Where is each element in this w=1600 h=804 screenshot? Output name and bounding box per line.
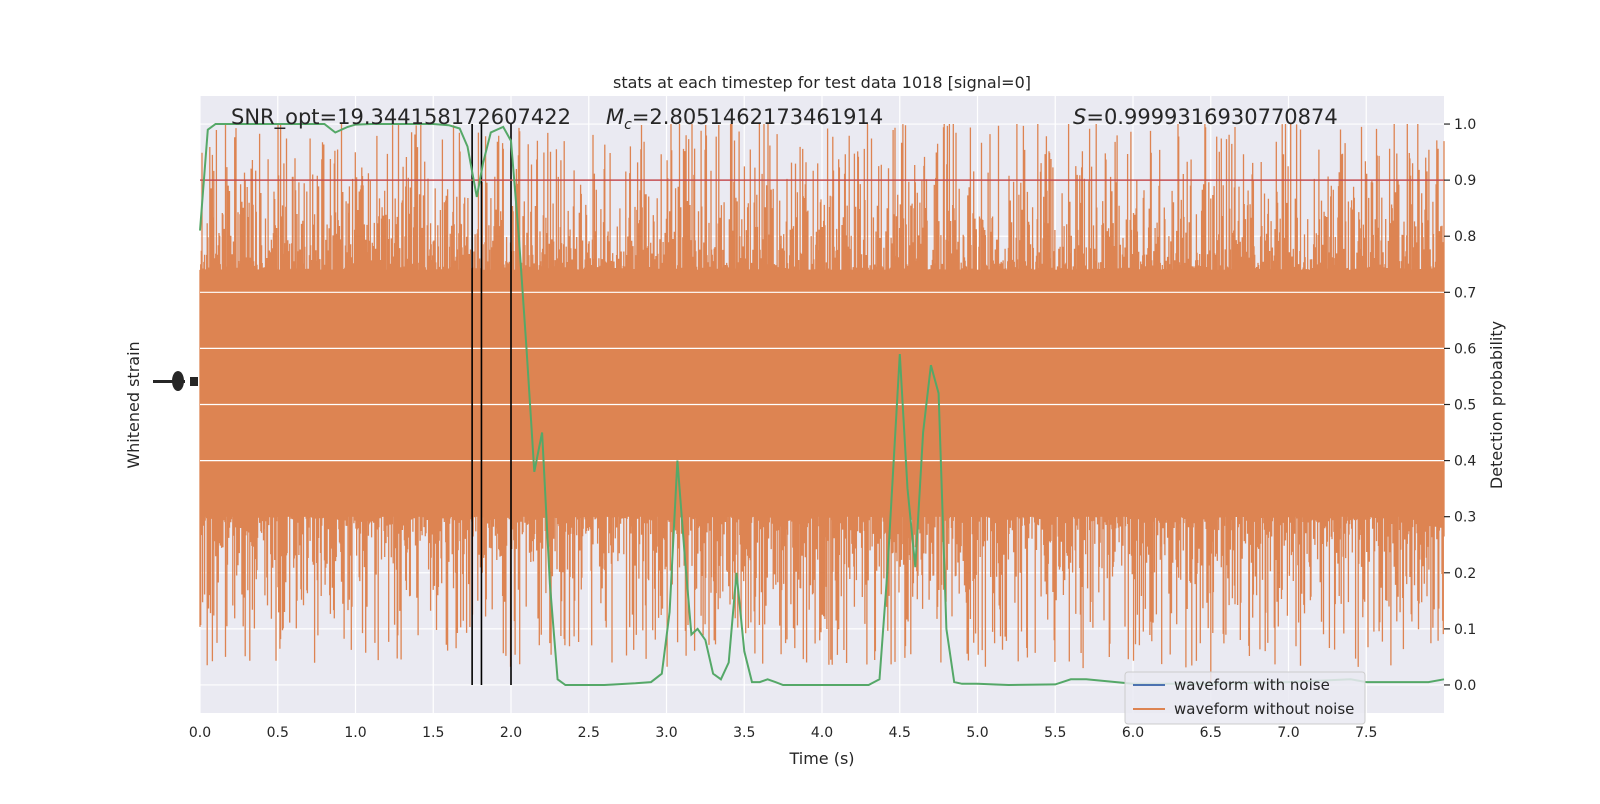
y-tick-label: 1.0 — [1454, 117, 1476, 133]
score-annotation: S=0.9999316930770874 — [1073, 105, 1338, 129]
y-tick-label: 0.3 — [1454, 510, 1476, 526]
s-value: =0.9999316930770874 — [1086, 105, 1337, 129]
x-tick-label: 3.5 — [733, 725, 755, 741]
detection-probability-line — [199, 123, 1445, 687]
y-tick-label: 0.7 — [1454, 285, 1476, 301]
legend-label-with-noise: waveform with noise — [1174, 676, 1330, 694]
y-axis-label-right: Detection probability — [1487, 321, 1506, 489]
y-tick-label: 0.4 — [1454, 454, 1476, 470]
legend-label-without-noise: waveform without noise — [1174, 700, 1354, 718]
x-tick-label: 5.0 — [966, 725, 988, 741]
x-tick-label: 6.0 — [1122, 725, 1144, 741]
y-tick-label: 0.5 — [1454, 398, 1476, 414]
left-tick-clutter — [153, 380, 185, 383]
y-tick-label: 0.1 — [1454, 622, 1476, 638]
y-tick-label: 0.2 — [1454, 566, 1476, 582]
snr-annotation: SNR_opt=19.344158172607422 — [231, 105, 571, 130]
left-tick-clutter-glyph — [172, 371, 184, 391]
y-tick-label: 0.9 — [1454, 173, 1476, 189]
x-tick-label: 1.5 — [422, 725, 444, 741]
legend: waveform with noise waveform without noi… — [1124, 671, 1366, 725]
y-tick-label: 0.0 — [1454, 678, 1476, 694]
x-tick-label: 0.5 — [267, 725, 289, 741]
y-ticks-right: 0.0 0.1 0.2 0.3 0.4 0.5 0.6 0.7 0.8 0.9 1.0 — [1444, 117, 1476, 694]
x-tick-label: 6.5 — [1200, 725, 1222, 741]
x-ticks: 0.0 0.5 1.0 1.5 2.0 2.5 3.0 3.5 4.0 4.5 5.0 5.5 6.0 6… — [189, 725, 1378, 741]
x-tick-label: 1.0 — [344, 725, 366, 741]
x-tick-label: 2.5 — [578, 725, 600, 741]
y-tick-label: 0.8 — [1454, 229, 1476, 245]
mc-value: =2.8051462173461914 — [632, 105, 883, 129]
strain-dense-band — [200, 269, 1444, 517]
strain-waveform-without-noise — [199, 124, 1445, 683]
x-axis-label: Time (s) — [788, 749, 854, 768]
x-tick-label: 5.5 — [1044, 725, 1066, 741]
x-tick-label: 4.5 — [889, 725, 911, 741]
x-tick-label: 2.0 — [500, 725, 522, 741]
mc-symbol: M — [606, 105, 624, 129]
mc-subscript: c — [624, 117, 632, 133]
y-axis-label-left: Whitened strain — [124, 341, 143, 468]
legend-box — [1124, 671, 1366, 725]
vertical-markers — [471, 124, 512, 685]
x-tick-label: 3.0 — [655, 725, 677, 741]
y-tick-label: 0.6 — [1454, 341, 1476, 357]
s-symbol: S — [1073, 105, 1086, 129]
x-tick-label: 7.5 — [1355, 725, 1377, 741]
left-tick-mark — [190, 377, 198, 386]
x-tick-label: 4.0 — [811, 725, 833, 741]
chirp-mass-annotation: Mc=2.8051462173461914 — [606, 105, 883, 133]
x-tick-label: 0.0 — [189, 725, 211, 741]
x-tick-label: 7.0 — [1277, 725, 1299, 741]
chart-title: stats at each timestep for test data 101… — [613, 73, 1031, 92]
